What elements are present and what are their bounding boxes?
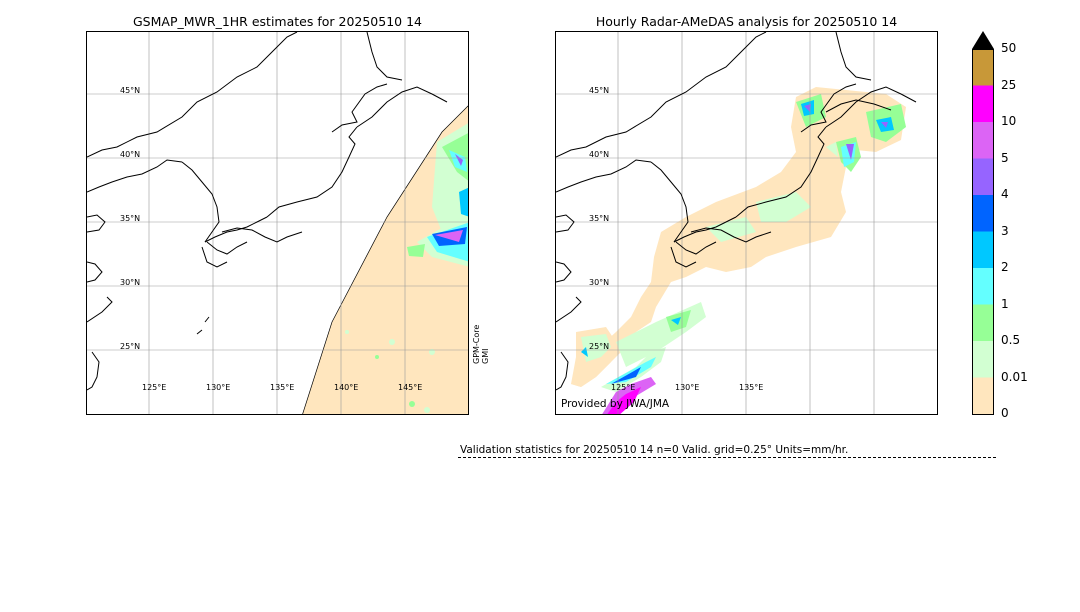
colorbar-label: 5 bbox=[1001, 150, 1009, 165]
colorbar-extend-triangle bbox=[972, 31, 994, 49]
right-lat-45: 45°N bbox=[589, 86, 609, 95]
left-lon-145: 145°E bbox=[398, 383, 422, 392]
right-map-panel: 45°N 40°N 35°N 30°N 25°N 125°E 130°E 135… bbox=[555, 31, 938, 415]
colorbar-cell bbox=[972, 122, 994, 159]
left-map-svg: 45°N 40°N 35°N 30°N 25°N 125°E 130°E 135… bbox=[87, 32, 468, 414]
colorbar-label: 25 bbox=[1001, 77, 1017, 92]
colorbar-svg bbox=[972, 31, 994, 415]
right-lon-135: 135°E bbox=[739, 383, 763, 392]
colorbar-label: 4 bbox=[1001, 187, 1009, 201]
colorbar-label: 2 bbox=[1001, 260, 1009, 274]
left-grid bbox=[87, 32, 468, 414]
left-lon-130: 130°E bbox=[206, 383, 230, 392]
colorbar-label: 1 bbox=[1001, 296, 1009, 311]
colorbar-cell bbox=[972, 158, 994, 196]
right-precip bbox=[571, 87, 906, 414]
colorbar-label: 3 bbox=[1001, 223, 1009, 238]
right-map-svg: 45°N 40°N 35°N 30°N 25°N 125°E 130°E 135… bbox=[556, 32, 937, 414]
right-lon-130: 130°E bbox=[675, 383, 699, 392]
colorbar bbox=[972, 31, 994, 415]
colorbar-cell bbox=[972, 377, 994, 415]
colorbar-label: 0 bbox=[1001, 406, 1009, 420]
right-grid bbox=[556, 32, 937, 414]
left-map-title: GSMAP_MWR_1HR estimates for 20250510 14 bbox=[133, 14, 422, 29]
right-lat-30: 30°N bbox=[589, 278, 609, 287]
colorbar-label: 50 bbox=[1001, 41, 1017, 55]
right-lon-125: 125°E bbox=[611, 383, 635, 392]
colorbar-label: 0.5 bbox=[1001, 333, 1021, 347]
left-lat-35: 35°N bbox=[120, 214, 140, 223]
validation-statistics: Validation statistics for 20250510 14 n=… bbox=[460, 444, 849, 456]
left-lat-40: 40°N bbox=[120, 150, 140, 159]
left-lon-125: 125°E bbox=[142, 383, 166, 392]
colorbar-cell bbox=[972, 341, 994, 378]
right-map-title: Hourly Radar-AMeDAS analysis for 2025051… bbox=[595, 14, 898, 29]
right-coastlines bbox=[556, 32, 917, 391]
colorbar-cell bbox=[972, 231, 994, 269]
right-lat-25: 25°N bbox=[589, 342, 609, 351]
right-lat-40: 40°N bbox=[589, 150, 609, 159]
colorbar-label: 0.01 bbox=[1001, 369, 1028, 384]
left-lon-135: 135°E bbox=[270, 383, 294, 392]
satellite-label: GPM-Core GMI bbox=[472, 324, 490, 364]
validation-underline bbox=[458, 457, 996, 458]
colorbar-cells bbox=[972, 49, 994, 415]
left-coastlines bbox=[87, 32, 448, 391]
colorbar-cell bbox=[972, 49, 994, 86]
left-lat-30: 30°N bbox=[120, 278, 140, 287]
data-credit: Provided by JWA/JMA bbox=[561, 398, 670, 410]
colorbar-cell bbox=[972, 195, 994, 232]
colorbar-cell bbox=[972, 304, 994, 342]
left-map-panel: 45°N 40°N 35°N 30°N 25°N 125°E 130°E 135… bbox=[86, 31, 469, 415]
colorbar-cell bbox=[972, 85, 994, 123]
colorbar-cell bbox=[972, 268, 994, 305]
left-precip bbox=[345, 123, 468, 413]
right-lat-35: 35°N bbox=[589, 214, 609, 223]
left-lat-45: 45°N bbox=[120, 86, 140, 95]
left-lat-25: 25°N bbox=[120, 342, 140, 351]
left-lon-140: 140°E bbox=[334, 383, 358, 392]
satellite-swath bbox=[302, 105, 468, 414]
colorbar-label: 10 bbox=[1001, 114, 1017, 128]
